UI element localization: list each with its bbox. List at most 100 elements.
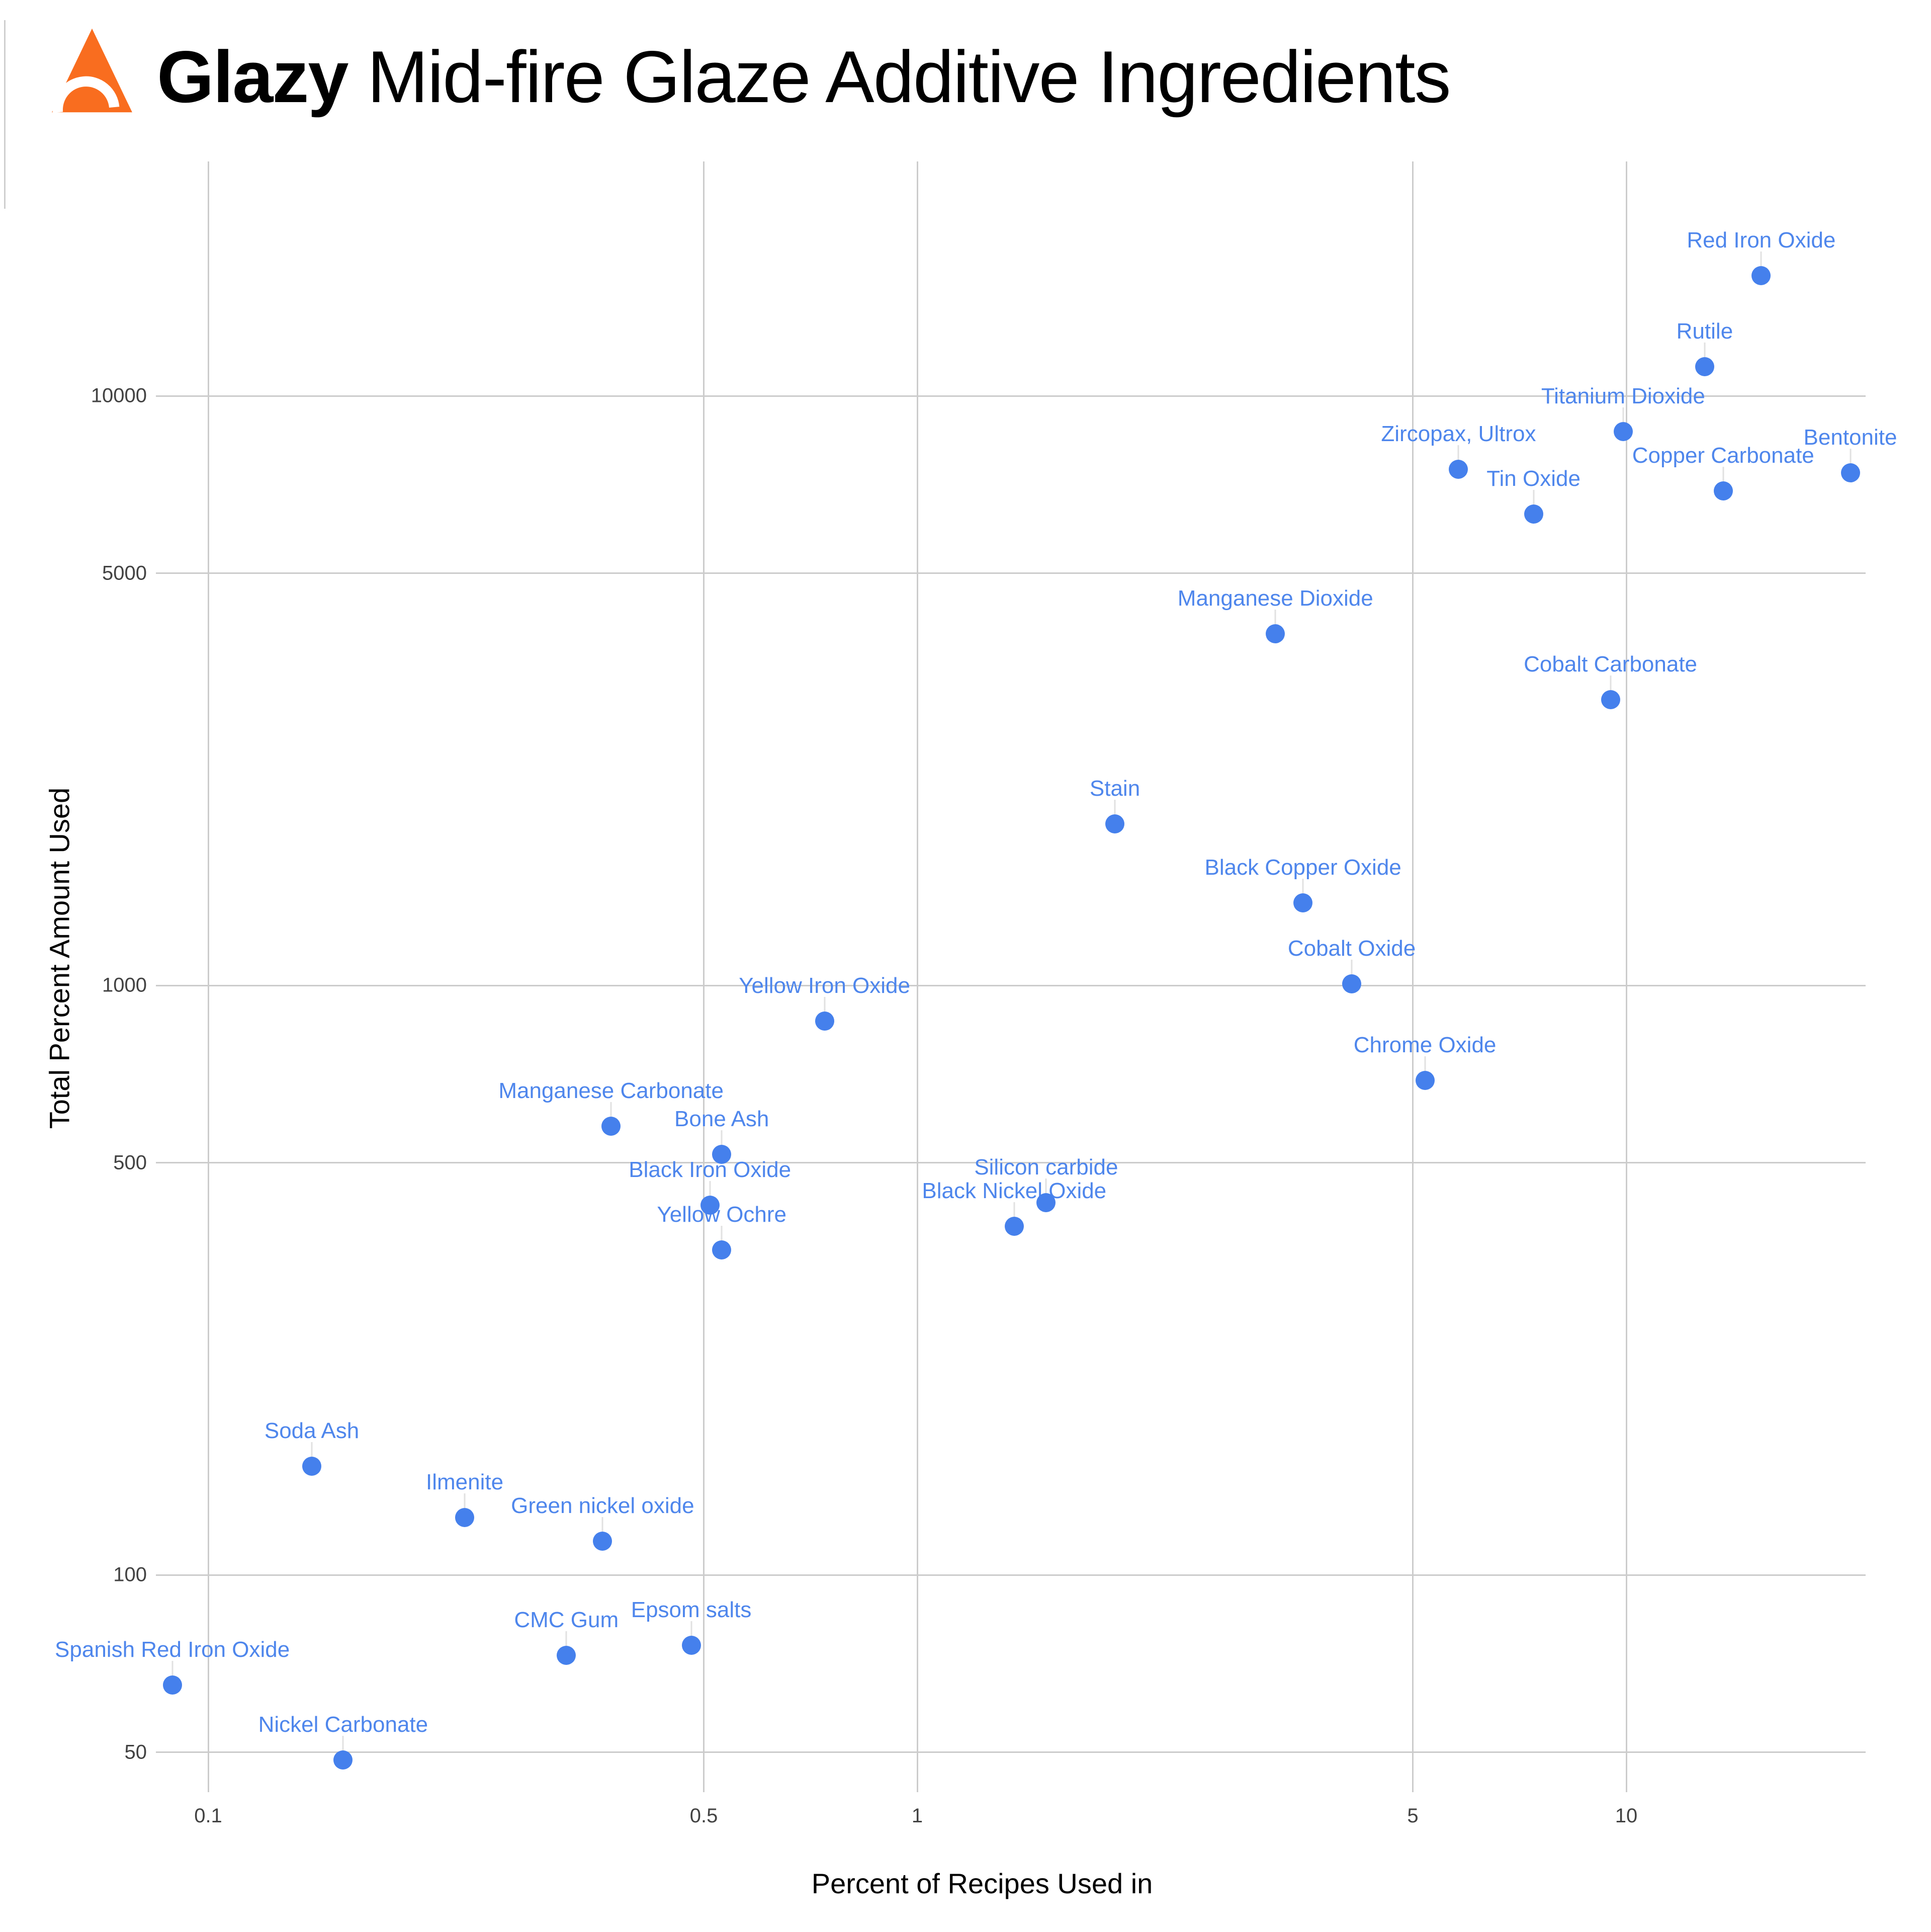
data-point-dot[interactable] [1840,463,1860,483]
point-label: Copper Carbonate [1632,443,1814,468]
point-leader-line [464,1493,466,1511]
y-gridline [156,395,1866,397]
point-label: Red Iron Oxide [1687,227,1836,253]
point-label: Black Iron Oxide [629,1157,792,1182]
chart-header: Glazy Mid-fire Glaze Additive Ingredient… [0,0,1931,131]
x-tick-label: 0.5 [689,1805,718,1827]
point-leader-line [565,1631,567,1649]
data-point-dot[interactable] [1524,505,1543,524]
point-leader-line [171,1661,173,1678]
data-point-dot[interactable] [1613,422,1633,441]
point-label: CMC Gum [514,1608,619,1633]
x-tick-label: 1 [911,1805,923,1827]
data-point-dot[interactable] [1415,1070,1435,1090]
point-label: Rutile [1676,319,1733,344]
point-label: Yellow Ochre [657,1202,787,1227]
data-point-dot[interactable] [1342,974,1362,994]
point-label: Bone Ash [674,1106,769,1131]
data-point-dot[interactable] [681,1635,701,1655]
left-edge-scrollbar-artifact [4,20,6,209]
point-label: Black Nickel Oxide [922,1179,1107,1204]
point-leader-line [721,1130,723,1147]
point-leader-line [1114,799,1116,817]
data-point-dot[interactable] [162,1675,182,1695]
y-tick-label: 10000 [91,384,147,407]
point-label: Stain [1089,776,1140,801]
x-gridline [703,161,705,1792]
point-label: Silicon carbide [974,1154,1118,1180]
point-leader-line [1704,343,1706,360]
data-point-dot[interactable] [1601,690,1620,710]
data-point-dot[interactable] [1036,1193,1056,1212]
point-label: Manganese Carbonate [498,1078,724,1103]
x-gridline [916,161,918,1792]
data-point-dot[interactable] [593,1532,612,1551]
point-label: Spanish Red Iron Oxide [55,1637,290,1662]
point-leader-line [1274,609,1276,627]
point-label: Chrome Oxide [1353,1032,1497,1057]
y-tick-label: 1000 [102,974,147,996]
data-point-dot[interactable] [815,1011,834,1031]
data-point-dot[interactable] [1266,624,1285,643]
data-point-dot[interactable] [1695,357,1714,377]
y-gridline [156,1162,1866,1164]
x-gridline [1412,161,1414,1792]
point-label: Manganese Dioxide [1177,585,1373,611]
page-title: Glazy Mid-fire Glaze Additive Ingredient… [157,40,1451,114]
y-gridline [156,572,1866,574]
y-tick-label: 500 [113,1151,147,1174]
data-point-dot[interactable] [557,1646,576,1665]
data-point-dot[interactable] [1105,814,1125,833]
data-point-dot[interactable] [700,1195,720,1215]
page-title-subject: Mid-fire Glaze Additive Ingredients [347,36,1451,118]
data-point-dot[interactable] [712,1144,732,1164]
point-label: Yellow Iron Oxide [739,973,911,998]
point-label: Titanium Dioxide [1541,383,1705,408]
y-axis-title: Total Percent Amount Used [43,787,75,1129]
point-leader-line [1760,251,1762,269]
data-point-dot[interactable] [1293,893,1313,913]
point-label: Green nickel oxide [511,1493,694,1519]
x-axis-title: Percent of Recipes Used in [811,1868,1153,1899]
y-tick-label: 5000 [102,562,147,584]
point-leader-line [1610,676,1612,693]
data-point-dot[interactable] [455,1508,475,1528]
point-label: Epsom salts [631,1597,752,1622]
point-label: Cobalt Oxide [1287,936,1416,961]
point-label: Bentonite [1803,425,1897,450]
point-leader-line [1722,466,1724,484]
point-leader-line [1622,407,1624,425]
y-gridline [156,984,1866,986]
point-leader-line [1045,1178,1047,1196]
point-leader-line [1533,490,1535,508]
point-leader-line [1302,879,1304,896]
data-point-dot[interactable] [302,1456,322,1476]
x-tick-label: 0.1 [194,1805,222,1827]
data-point-dot[interactable] [601,1116,621,1136]
data-point-dot[interactable] [1713,481,1733,500]
x-tick-label: 5 [1407,1805,1419,1827]
data-point-dot[interactable] [1004,1217,1024,1236]
point-leader-line [1013,1202,1015,1220]
point-label: Ilmenite [425,1470,504,1495]
point-leader-line [1424,1056,1426,1073]
point-leader-line [824,996,826,1014]
y-tick-label: 100 [113,1563,147,1586]
data-point-dot[interactable] [712,1240,732,1259]
data-point-dot[interactable] [333,1750,353,1770]
data-point-dot[interactable] [1449,460,1468,479]
data-point-dot[interactable] [1751,266,1771,285]
point-label: Tin Oxide [1486,466,1581,491]
point-leader-line [690,1621,692,1638]
y-tick-label: 50 [124,1741,147,1763]
page-title-brand: Glazy [157,36,349,118]
point-leader-line [1850,449,1852,466]
point-label: Black Copper Oxide [1204,855,1401,880]
point-leader-line [1457,445,1459,463]
point-leader-line [610,1102,612,1119]
x-gridline [1625,161,1627,1792]
point-leader-line [342,1736,344,1753]
x-gridline [207,161,209,1792]
point-leader-line [709,1181,711,1198]
